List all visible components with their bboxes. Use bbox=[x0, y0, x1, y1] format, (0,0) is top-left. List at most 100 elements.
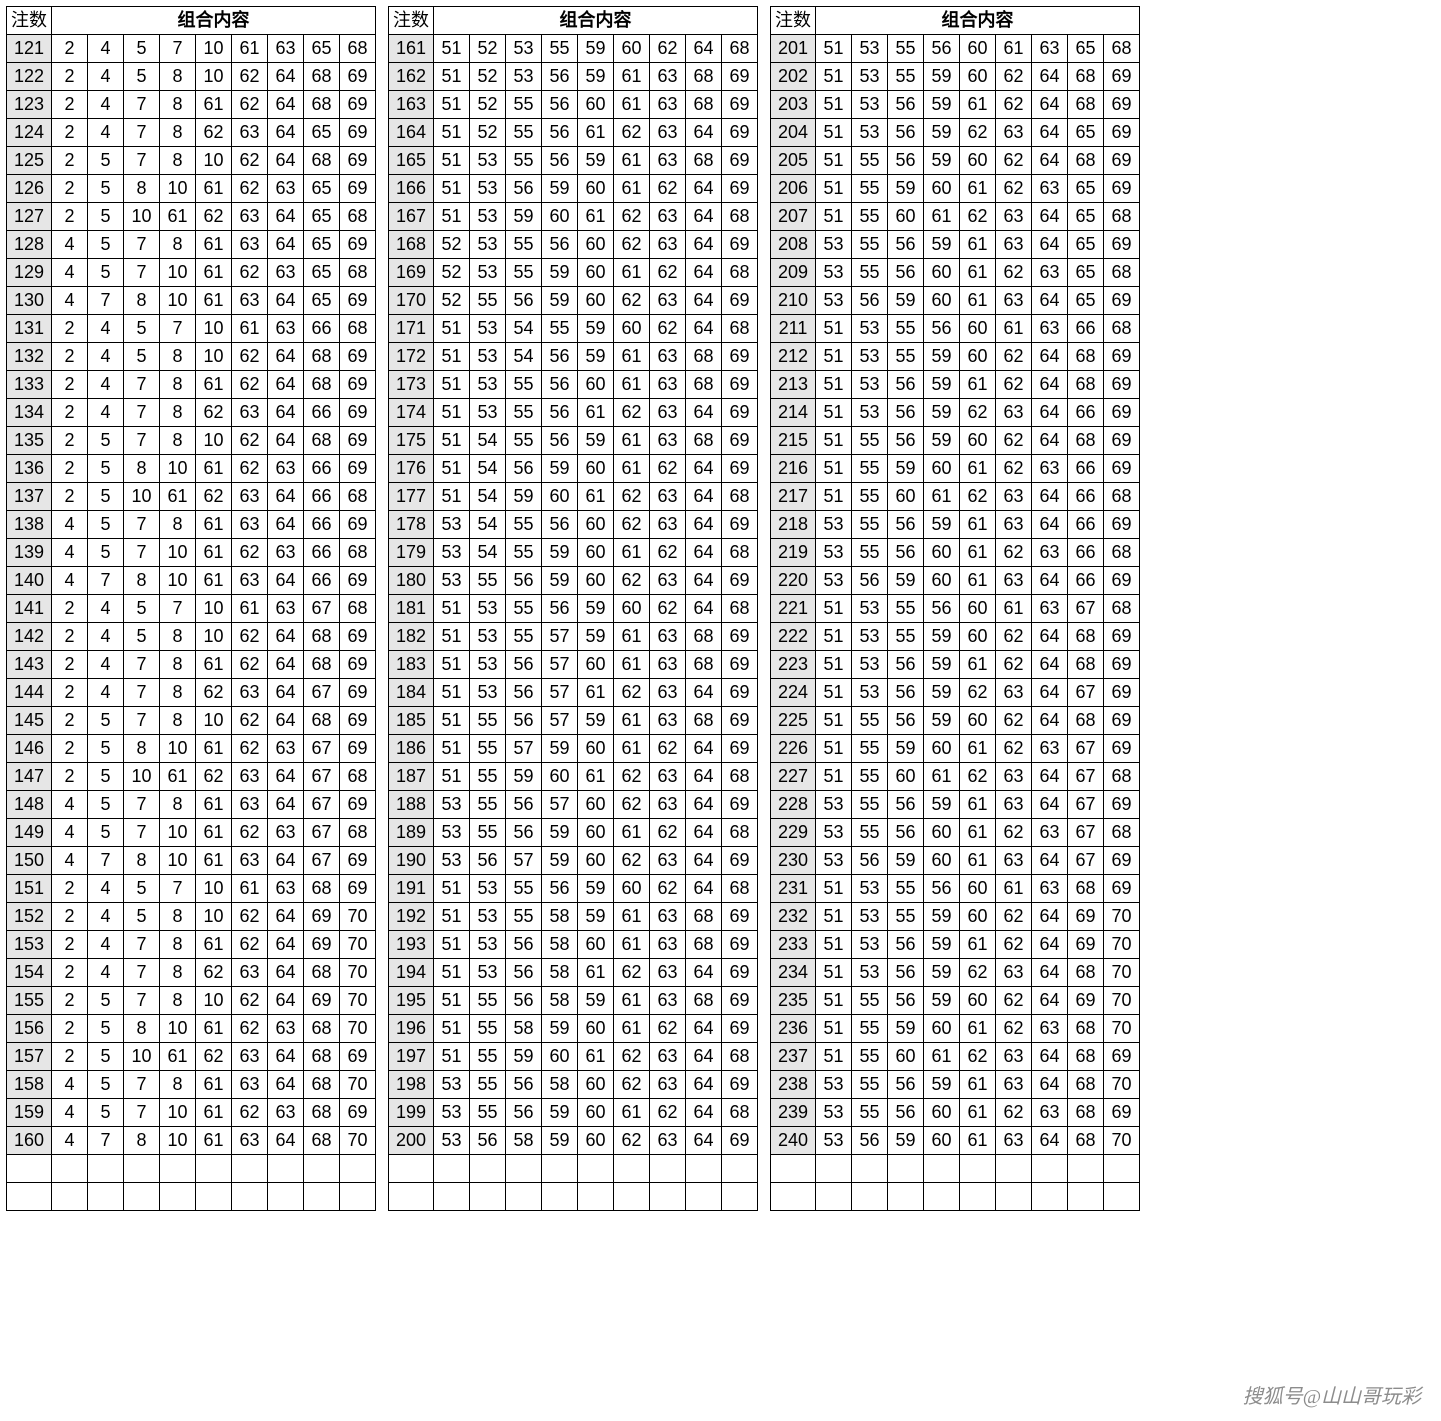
num-cell: 63 bbox=[268, 595, 304, 623]
num-cell: 64 bbox=[268, 931, 304, 959]
num-cell: 2 bbox=[52, 455, 88, 483]
index-cell: 146 bbox=[7, 735, 52, 763]
num-cell: 7 bbox=[124, 791, 160, 819]
num-cell: 53 bbox=[434, 539, 470, 567]
table-row: 1404781061636466691805355565960626364692… bbox=[7, 567, 1140, 595]
num-cell: 59 bbox=[924, 903, 960, 931]
num-cell: 2 bbox=[52, 35, 88, 63]
num-cell: 63 bbox=[232, 203, 268, 231]
num-cell: 68 bbox=[340, 763, 376, 791]
num-cell: 61 bbox=[578, 399, 614, 427]
spacer bbox=[758, 455, 771, 483]
spacer bbox=[758, 1043, 771, 1071]
num-cell: 53 bbox=[852, 931, 888, 959]
num-cell: 62 bbox=[232, 623, 268, 651]
table-row: 1432478616264686918351535657606163686922… bbox=[7, 651, 1140, 679]
num-cell: 63 bbox=[1032, 1099, 1068, 1127]
num-cell: 68 bbox=[686, 651, 722, 679]
num-cell: 51 bbox=[434, 679, 470, 707]
num-cell: 59 bbox=[924, 791, 960, 819]
num-cell: 69 bbox=[1104, 399, 1140, 427]
num-cell: 60 bbox=[924, 539, 960, 567]
num-cell: 60 bbox=[578, 847, 614, 875]
blank-cell bbox=[340, 1155, 376, 1183]
num-cell: 61 bbox=[960, 1071, 996, 1099]
table-row: 1604781061636468702005356585960626364692… bbox=[7, 1127, 1140, 1155]
spacer bbox=[758, 1127, 771, 1155]
num-cell: 56 bbox=[506, 1099, 542, 1127]
num-cell: 51 bbox=[816, 903, 852, 931]
index-cell: 142 bbox=[7, 623, 52, 651]
num-cell: 4 bbox=[88, 371, 124, 399]
table-row: 1462581061626367691865155575960616264692… bbox=[7, 735, 1140, 763]
num-cell: 69 bbox=[722, 903, 758, 931]
num-cell: 4 bbox=[88, 35, 124, 63]
num-cell: 61 bbox=[614, 1099, 650, 1127]
num-cell: 4 bbox=[52, 791, 88, 819]
num-cell: 61 bbox=[614, 539, 650, 567]
num-cell: 64 bbox=[686, 1127, 722, 1155]
num-cell: 69 bbox=[722, 231, 758, 259]
num-cell: 7 bbox=[124, 119, 160, 147]
num-cell: 62 bbox=[960, 399, 996, 427]
num-cell: 57 bbox=[542, 707, 578, 735]
num-cell: 63 bbox=[996, 231, 1032, 259]
num-cell: 60 bbox=[578, 539, 614, 567]
table-row: 1472510616263646768187515559606162636468… bbox=[7, 763, 1140, 791]
num-cell: 61 bbox=[196, 175, 232, 203]
num-cell: 59 bbox=[924, 399, 960, 427]
num-cell: 68 bbox=[304, 1043, 340, 1071]
num-cell: 59 bbox=[578, 875, 614, 903]
num-cell: 55 bbox=[888, 903, 924, 931]
num-cell: 63 bbox=[232, 1127, 268, 1155]
num-cell: 61 bbox=[196, 1099, 232, 1127]
num-cell: 64 bbox=[1032, 791, 1068, 819]
index-cell: 130 bbox=[7, 287, 52, 315]
num-cell: 63 bbox=[268, 1015, 304, 1043]
spacer bbox=[376, 7, 389, 35]
spacer bbox=[376, 511, 389, 539]
table-wrapper: 注数组合内容注数组合内容注数组合内容 121245710616365681615… bbox=[6, 6, 1435, 1211]
num-cell: 62 bbox=[614, 1127, 650, 1155]
num-cell: 5 bbox=[124, 63, 160, 91]
num-cell: 51 bbox=[434, 315, 470, 343]
num-cell: 61 bbox=[960, 91, 996, 119]
index-cell: 131 bbox=[7, 315, 52, 343]
num-cell: 63 bbox=[996, 791, 1032, 819]
num-cell: 69 bbox=[722, 119, 758, 147]
num-cell: 61 bbox=[232, 595, 268, 623]
spacer bbox=[758, 315, 771, 343]
num-cell: 66 bbox=[1068, 399, 1104, 427]
num-cell: 7 bbox=[124, 399, 160, 427]
num-cell: 53 bbox=[470, 595, 506, 623]
num-cell: 59 bbox=[888, 1127, 924, 1155]
index-cell: 204 bbox=[771, 119, 816, 147]
num-cell: 53 bbox=[816, 1099, 852, 1127]
num-cell: 61 bbox=[960, 1099, 996, 1127]
num-cell: 64 bbox=[268, 511, 304, 539]
num-cell: 68 bbox=[1068, 1043, 1104, 1071]
num-cell: 63 bbox=[232, 791, 268, 819]
num-cell: 61 bbox=[160, 483, 196, 511]
num-cell: 65 bbox=[1068, 259, 1104, 287]
num-cell: 10 bbox=[196, 875, 232, 903]
num-cell: 10 bbox=[160, 455, 196, 483]
num-cell: 59 bbox=[924, 1071, 960, 1099]
num-cell: 53 bbox=[816, 287, 852, 315]
num-cell: 7 bbox=[160, 315, 196, 343]
num-cell: 10 bbox=[160, 539, 196, 567]
num-cell: 69 bbox=[340, 567, 376, 595]
num-cell: 51 bbox=[434, 343, 470, 371]
num-cell: 10 bbox=[160, 847, 196, 875]
num-cell: 5 bbox=[88, 511, 124, 539]
num-cell: 62 bbox=[196, 483, 232, 511]
index-cell: 158 bbox=[7, 1071, 52, 1099]
index-cell: 196 bbox=[389, 1015, 434, 1043]
num-cell: 62 bbox=[996, 175, 1032, 203]
num-cell: 62 bbox=[996, 91, 1032, 119]
num-cell: 59 bbox=[924, 91, 960, 119]
num-cell: 51 bbox=[816, 707, 852, 735]
num-cell: 63 bbox=[650, 931, 686, 959]
num-cell: 69 bbox=[1104, 791, 1140, 819]
num-cell: 53 bbox=[470, 343, 506, 371]
